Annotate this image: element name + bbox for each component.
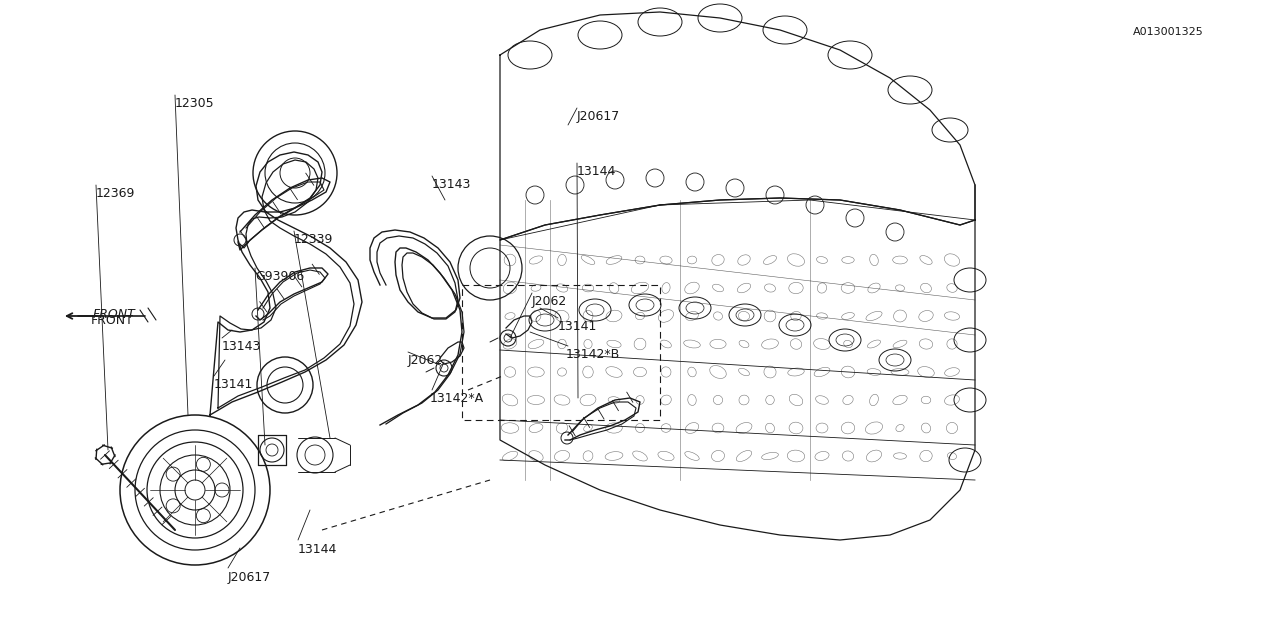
Text: J2062: J2062 — [408, 354, 443, 367]
Text: 13144: 13144 — [577, 165, 617, 178]
Text: J20617: J20617 — [577, 110, 621, 123]
Text: 12369: 12369 — [96, 187, 136, 200]
Text: FRONT: FRONT — [93, 308, 136, 321]
Text: 13141: 13141 — [214, 378, 253, 391]
Text: J20617: J20617 — [228, 571, 271, 584]
Text: 13143: 13143 — [433, 178, 471, 191]
Text: 12339: 12339 — [294, 233, 333, 246]
Text: 13141: 13141 — [558, 320, 598, 333]
Text: 13144: 13144 — [298, 543, 338, 556]
Text: 13143: 13143 — [221, 340, 261, 353]
Text: FRONT: FRONT — [91, 314, 134, 327]
Text: J2062: J2062 — [532, 295, 567, 308]
Text: G93906: G93906 — [255, 270, 305, 283]
Text: 12305: 12305 — [175, 97, 215, 110]
Text: 13142*A: 13142*A — [430, 392, 484, 405]
Text: A013001325: A013001325 — [1133, 27, 1203, 37]
Text: 13142*B: 13142*B — [566, 348, 621, 361]
